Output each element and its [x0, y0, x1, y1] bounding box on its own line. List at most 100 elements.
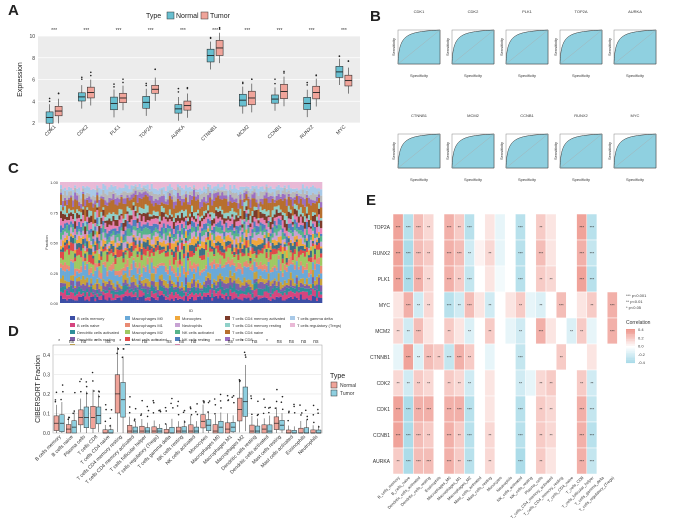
bar-segment [62, 240, 65, 248]
bar-segment [62, 265, 65, 271]
bar-segment [124, 198, 127, 205]
bar-segment [319, 257, 323, 266]
bar-segment [231, 244, 234, 252]
bar-segment [277, 182, 280, 185]
bar-segment [156, 200, 160, 205]
bar-segment [120, 285, 123, 290]
bar-segment [247, 219, 250, 225]
bar-segment [291, 260, 295, 263]
colorbar-segment [626, 344, 635, 347]
bar-segment [138, 197, 141, 207]
bar-segment [241, 241, 244, 245]
bar-segment [201, 290, 204, 297]
bar-segment [136, 236, 139, 245]
bar-segment [76, 231, 79, 235]
bar-segment [237, 226, 240, 234]
bar-segment [112, 199, 115, 213]
bar-segment [243, 294, 246, 298]
bar-segment [76, 243, 79, 250]
bar-segment [154, 244, 158, 248]
bar-segment [197, 283, 200, 288]
bar-segment [68, 219, 71, 225]
bar-segment [199, 290, 202, 293]
bar-segment [88, 193, 91, 197]
bar-segment [176, 299, 180, 303]
bar-segment [166, 186, 170, 193]
bar-segment [229, 201, 232, 212]
bar-segment [102, 199, 105, 208]
bar-segment [64, 242, 67, 246]
cell-sig: ** [590, 381, 594, 386]
bar-segment [108, 242, 111, 246]
bar-segment [144, 288, 147, 299]
bar-segment [257, 223, 260, 227]
cell-sig: *** [518, 225, 523, 230]
bar-segment [158, 285, 162, 291]
bar-segment [90, 296, 93, 303]
bar-segment [239, 218, 242, 226]
bar-segment [186, 229, 190, 236]
bar-segment [164, 198, 168, 202]
bar-segment [146, 193, 149, 197]
bar-segment [170, 214, 174, 217]
bar-segment [261, 182, 264, 187]
bar-segment [150, 214, 154, 217]
bar-segment [319, 273, 323, 279]
bar-segment [150, 262, 154, 274]
bar-segment [152, 287, 156, 294]
bar-segment [295, 284, 299, 292]
bar-segment [229, 182, 232, 185]
bar-segment [152, 273, 156, 282]
bar-segment [98, 296, 101, 300]
bar-segment [140, 260, 143, 274]
bar-segment [241, 291, 244, 294]
bar-segment [293, 293, 297, 297]
bar-segment [64, 262, 67, 272]
bar-segment [130, 225, 133, 233]
bar-segment [289, 252, 293, 257]
bar-segment [275, 267, 278, 271]
bar-segment [209, 289, 212, 297]
bar-segment [164, 219, 168, 228]
bar-segment [225, 251, 228, 262]
bar-segment [243, 189, 246, 193]
bar-segment [162, 285, 166, 288]
bar-segment [199, 216, 202, 221]
bar-segment [170, 298, 174, 303]
legend-key [125, 323, 130, 327]
cell-sig: *** [467, 277, 472, 282]
bar-segment [106, 292, 109, 301]
bar-segment [122, 282, 125, 287]
bar-segment [249, 300, 252, 303]
bar-segment [72, 275, 75, 282]
legend-key [225, 323, 230, 327]
bar-segment [285, 262, 289, 265]
bar-segment [100, 285, 103, 292]
cell-sig: *** [539, 251, 544, 256]
bar-segment [114, 185, 117, 193]
bar-segment [299, 261, 303, 266]
bar-segment [106, 220, 109, 228]
outlier-normal [202, 400, 205, 402]
bar-segment [168, 184, 172, 191]
bar-segment [138, 247, 141, 252]
bar-segment [146, 297, 149, 301]
heatmap-cell [392, 291, 404, 319]
bar-segment [180, 182, 184, 188]
bar-segment [221, 286, 224, 294]
cell-sig: *** [590, 225, 595, 230]
bar-segment [215, 192, 218, 198]
bar-segment [251, 229, 254, 233]
bar-segment [269, 233, 272, 236]
heatmap-cell [566, 213, 577, 241]
panel-label-b: B [370, 8, 381, 25]
legend-key [225, 337, 230, 341]
bar-segment [162, 287, 166, 295]
bar-segment [201, 260, 204, 270]
bar-segment [279, 182, 282, 188]
legend-key [70, 337, 75, 341]
bar-segment [154, 292, 158, 300]
colorbar-segment [626, 347, 635, 350]
heatmap-cell [494, 265, 506, 293]
significance-label: * [132, 339, 134, 345]
